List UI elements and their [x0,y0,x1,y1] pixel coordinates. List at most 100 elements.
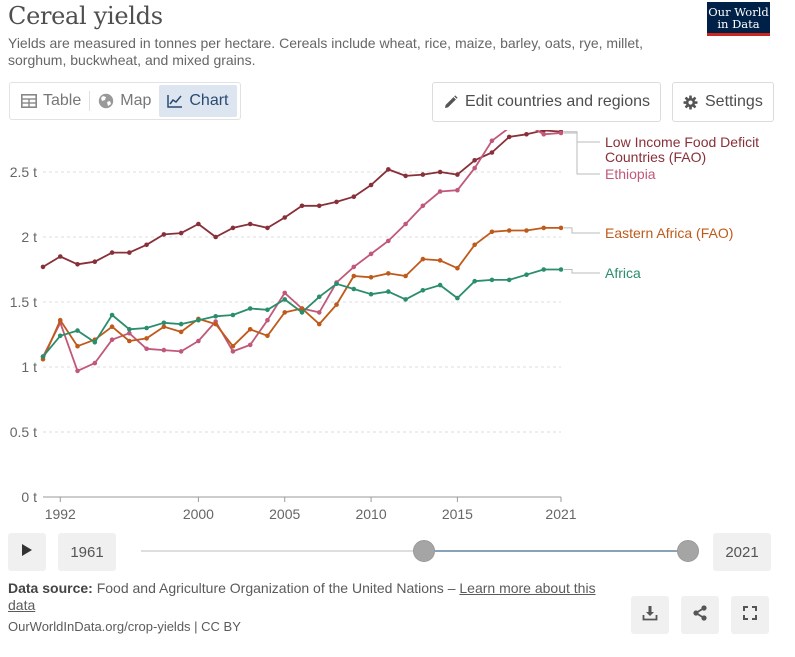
data-point [316,203,322,209]
download-button[interactable] [631,596,669,634]
data-point [178,230,184,236]
data-point [489,229,495,235]
data-point [40,354,46,359]
timeline-start-handle[interactable] [413,540,435,562]
tab-chart[interactable]: Chart [159,85,237,117]
data-point [368,291,374,297]
data-point [489,150,495,155]
timeline-track[interactable] [141,550,424,552]
share-button[interactable] [681,596,719,634]
data-point [144,242,149,248]
data-point [196,338,201,344]
data-point [472,242,477,248]
data-point [437,258,443,263]
x-tick-label: 2010 [355,506,386,522]
data-point [196,221,201,227]
data-point [334,302,339,307]
line-chart: 0 t 0.5 t 1 t 1.5 t 2 t 2.5 t 1992 2000 2005 2010… [10,130,759,522]
data-point [489,138,495,144]
series-label: Africa [605,265,641,281]
edit-countries-button[interactable]: Edit countries and regions [432,82,661,122]
tab-map[interactable]: Map [90,85,159,117]
data-point [368,182,374,188]
data-point [541,225,547,231]
timeline-selected-range[interactable] [424,550,688,552]
series-line [42,130,562,268]
data-point [403,221,408,227]
chart-subtitle: Yields are measured in tonnes per hectar… [8,35,643,68]
x-tick-label: 2015 [442,506,473,522]
data-point [386,167,391,172]
data-point [282,215,288,220]
data-point [265,225,270,231]
data-point [316,310,322,315]
data-point [524,132,529,137]
data-point [420,172,426,177]
data-point [334,281,339,287]
series-label: Eastern Africa (FAO) [605,225,733,241]
data-point [109,337,115,342]
data-point [178,329,184,335]
source-text: Food and Agriculture Organization of the… [96,580,456,596]
data-point [213,234,218,240]
tab-map-label: Map [120,92,152,109]
data-point [472,278,477,284]
x-tick-label: 2000 [183,506,214,522]
data-point [161,324,167,329]
data-point [282,310,288,315]
data-point [92,340,98,345]
data-point [213,321,218,327]
data-point [403,297,408,302]
learn-more-link[interactable]: Learn more about this data [8,580,596,613]
edit-countries-label: Edit countries and regions [465,93,650,110]
data-point [127,327,132,332]
data-point [455,172,460,177]
owid-logo[interactable]: Our World in Data [707,2,770,36]
globe-icon [98,93,114,109]
label-connector [564,132,600,175]
data-point [230,349,236,354]
data-point [368,275,374,280]
timeline-end-handle[interactable] [677,540,699,562]
data-point [386,238,391,244]
data-point [178,349,184,354]
line-chart-icon [167,94,183,108]
tab-table[interactable]: Table [13,85,89,117]
tab-chart-label: Chart [189,92,229,109]
fullscreen-button[interactable] [731,596,769,634]
data-point [109,250,115,255]
settings-label: Settings [705,93,763,110]
play-button[interactable] [8,533,46,571]
data-point [472,158,477,163]
tab-table-label: Table [43,92,82,109]
data-point [403,273,408,279]
data-point [109,312,115,318]
data-point [57,333,63,339]
data-point [144,325,149,331]
data-point [230,343,236,349]
timeline-start-year[interactable]: 1961 [58,533,116,571]
data-point [351,273,357,279]
y-tick-label: 0.5 t [10,424,37,440]
data-point [558,267,564,272]
data-source: Data source: Food and Agriculture Organi… [8,580,608,614]
y-tick-label: 1 t [21,359,37,375]
data-point [299,203,305,209]
source-url[interactable]: OurWorldInData.org/crop-yields | CC BY [8,619,241,634]
data-point [506,134,512,140]
view-tabs: Table Map Chart [9,82,241,120]
y-tick-label: 2.5 t [10,164,37,180]
series-label: Ethiopia [605,166,656,182]
series-label: Low Income Food Deficit [605,134,759,150]
share-icon [692,604,708,626]
series-line [42,227,561,360]
data-point [420,256,426,262]
data-point [57,317,63,323]
data-point [524,228,529,233]
data-point [282,297,288,302]
pencil-icon [443,94,458,110]
settings-button[interactable]: Settings [672,82,774,122]
timeline-end-year[interactable]: 2021 [713,533,771,571]
source-label: Data source: [8,580,93,596]
data-point [127,250,132,255]
